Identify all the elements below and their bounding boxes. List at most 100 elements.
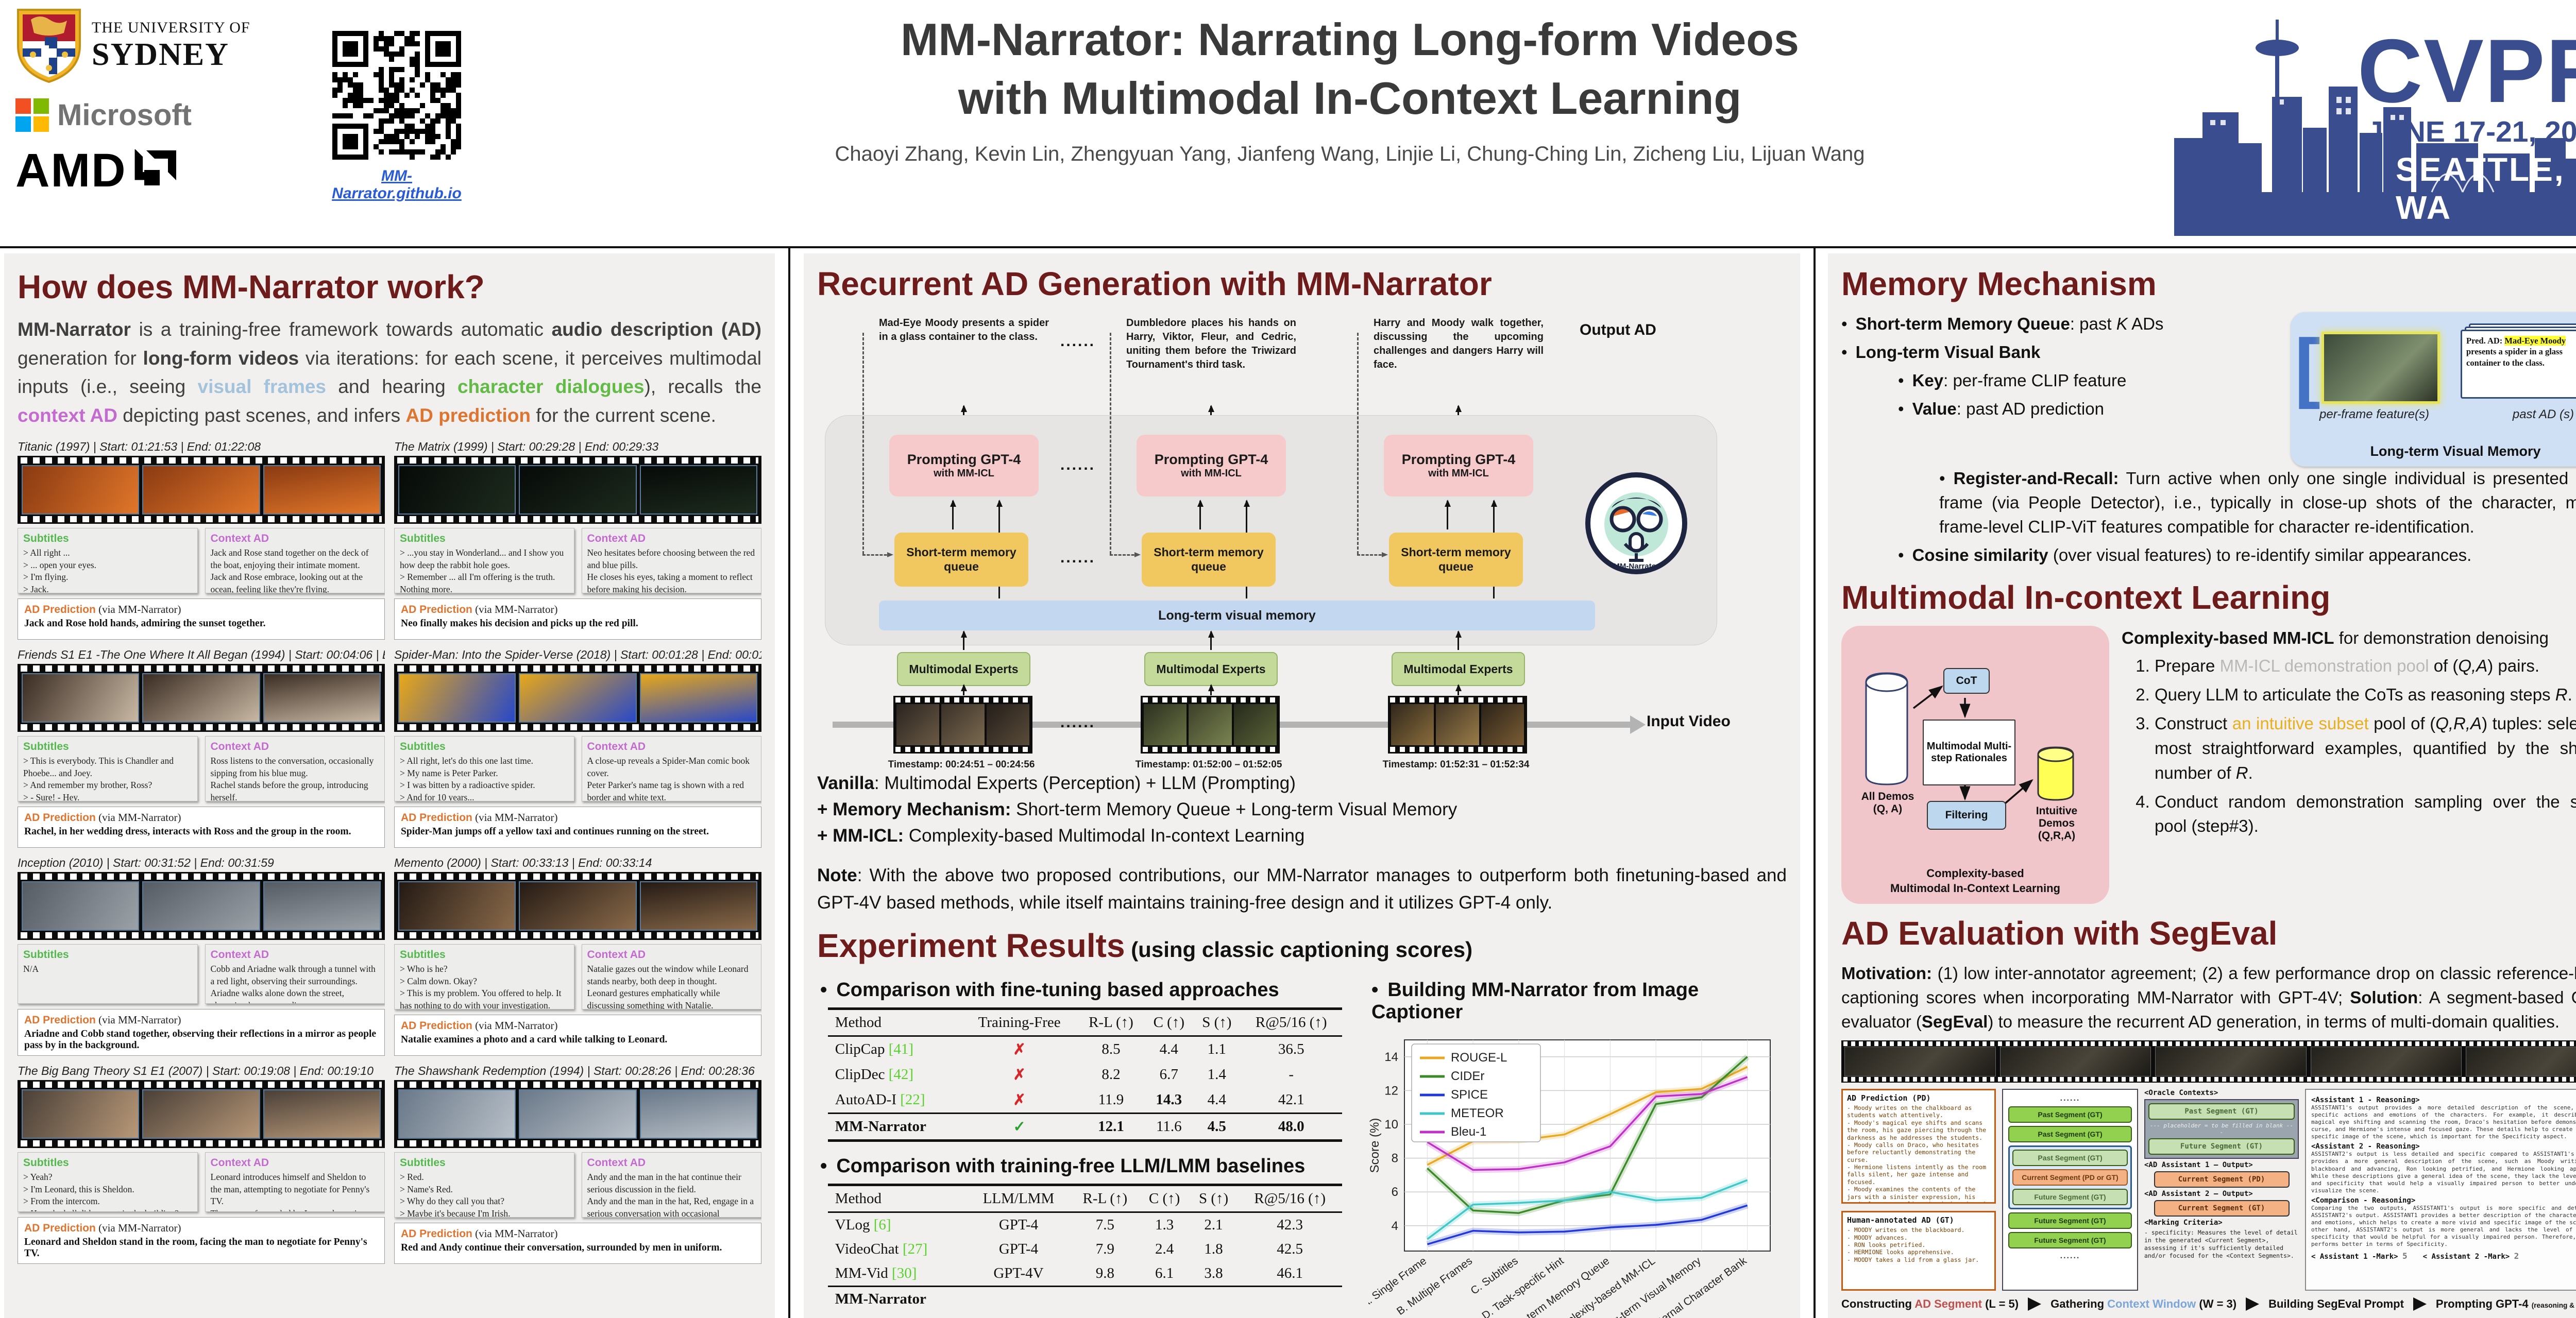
svg-text:SPICE: SPICE bbox=[1451, 1088, 1488, 1102]
svg-text:Bleu-1: Bleu-1 bbox=[1451, 1125, 1486, 1139]
ad-prediction-box: AD Prediction (via MM-Narrator) Ariadne a… bbox=[18, 1009, 385, 1056]
segment-item: Future Segment (GT) bbox=[2008, 1232, 2132, 1249]
segment-item: Past Segment (GT) bbox=[2008, 1126, 2132, 1143]
section-micl: Multimodal In-context Learning CoT bbox=[1841, 578, 2576, 904]
segment-item: ...... bbox=[2060, 1094, 2080, 1103]
segment-stack: ...... Past Segment (GT) Past Segment (GT)… bbox=[2002, 1089, 2138, 1291]
recurrence-dashed-line bbox=[862, 333, 864, 554]
movie-example: Spider-Man: Into the Spider-Verse (2018)… bbox=[394, 648, 761, 848]
movie-title: Inception (2010) | Start: 00:31:52 | End… bbox=[18, 856, 274, 869]
subtitles-box: Subtitles > Who is he? > Calm down. Okay? >… bbox=[394, 944, 574, 1009]
column-divider-2 bbox=[1814, 248, 1816, 1318]
subtitles-box: Subtitles > Red. > Name's Red. > Why do the… bbox=[394, 1152, 574, 1218]
microsoft-icon bbox=[15, 98, 49, 132]
movie-example: The Big Bang Theory S1 E1 (2007) | Start… bbox=[18, 1064, 385, 1264]
microsoft-label: Microsoft bbox=[57, 98, 192, 132]
recurrence-dashed-line bbox=[1110, 333, 1111, 554]
ltvm-caption: Long-term Visual Memory bbox=[2370, 443, 2541, 459]
flow-arrow-icon bbox=[2413, 1297, 2427, 1311]
memory-bullet-key: Key: per-frame CLIP feature bbox=[1898, 369, 2280, 393]
table-header: Method bbox=[827, 1008, 961, 1037]
oracle-box: Past Segment (GT) --- placeholder = to b… bbox=[2144, 1099, 2299, 1159]
filmstrip bbox=[394, 456, 761, 524]
ad-prediction-box: AD Prediction (via MM-Narrator) Red and A… bbox=[394, 1223, 761, 1264]
assistant1-output-box: Current Segment (PD) bbox=[2154, 1171, 2290, 1188]
table-row: w/o MM-ICLGPT-410.34.93.847.1 bbox=[828, 1311, 1342, 1318]
context-ad-box: Context AD Ross listens to the conversati… bbox=[205, 736, 385, 801]
svg-text:6: 6 bbox=[1392, 1185, 1398, 1199]
multimodal-experts-box-1: Multimodal Experts bbox=[897, 652, 1030, 686]
recipe-line: + Memory Mechanism: Short-term Memory Qu… bbox=[817, 799, 1458, 819]
memory-bullet-value: Value: past AD prediction bbox=[1898, 397, 2280, 421]
recurrent-ad-diagram: Mad-Eye Moody presents a spider in a gla… bbox=[817, 312, 1787, 771]
memory-bullet-cosine: Cosine similarity (over visual features)… bbox=[1898, 543, 2576, 568]
left-section-heading: How does MM-Narrator work? bbox=[18, 268, 485, 305]
micl-step: Conduct random demonstration sampling ov… bbox=[2155, 790, 2576, 839]
arrow-icon bbox=[950, 500, 956, 529]
table-header: Training-Free bbox=[961, 1008, 1078, 1037]
results-bullet-3: Building MM-Narrator from Image Captione… bbox=[1371, 979, 1786, 1023]
finetuning-comparison-table: Method Training-Free R-L (↑) C (↑) S (↑) R@5/… bbox=[827, 1007, 1343, 1142]
ellipsis-dots: ...... bbox=[1060, 714, 1096, 731]
qr-code bbox=[332, 31, 461, 160]
poster-title: MM-Narrator: Narrating Long-form Videos … bbox=[901, 14, 1799, 124]
note-paragraph: Note: With the above two proposed contri… bbox=[817, 865, 1787, 913]
project-link[interactable]: MM-Narrator.github.io bbox=[332, 167, 462, 202]
svg-text:D. Task-specific Hint: D. Task-specific Hint bbox=[1480, 1255, 1566, 1318]
short-term-memory-box-3: Short-term memory queue bbox=[1389, 533, 1523, 587]
affiliation-logos: THE UNIVERSITY OF SYDNEY Microsoft AMD bbox=[15, 7, 304, 198]
human-annotated-box: Human-annotated AD (GT) - MOODY writes o… bbox=[1841, 1211, 1996, 1291]
recipe-line: Vanilla: Multimodal Experts (Perception)… bbox=[817, 773, 1296, 793]
assistant1-output-title: <AD Assistant 1 – Output> bbox=[2144, 1161, 2253, 1170]
segment-item: Past Segment (GT) bbox=[2012, 1150, 2128, 1167]
mm-narrator-logo: MM-Narrator bbox=[1585, 472, 1688, 577]
svg-text:10: 10 bbox=[1384, 1118, 1398, 1132]
movie-example: The Matrix (1999) | Start: 00:29:28 | En… bbox=[394, 440, 761, 640]
micl-intro: Complexity-based MM-ICL for demonstratio… bbox=[2122, 628, 2549, 648]
ad-prediction-box: AD Prediction (via MM-Narrator) Natalie e… bbox=[394, 1015, 761, 1056]
sydney-logo: THE UNIVERSITY OF SYDNEY bbox=[15, 7, 304, 84]
results-tables: Comparison with fine-tuning based approa… bbox=[817, 974, 1353, 1318]
movie-title: Friends S1 E1 -The One Where It All Bega… bbox=[18, 648, 385, 661]
table-header: S (↑) bbox=[1193, 1008, 1241, 1037]
results-heading: Experiment Results (using classic captio… bbox=[817, 927, 1473, 965]
all-demos-label: All Demos (Q, A) bbox=[1861, 791, 1914, 815]
recurrence-dashed-arrow bbox=[1110, 552, 1141, 557]
recurrence-dashed-line bbox=[1357, 333, 1359, 554]
arrow-icon bbox=[960, 684, 967, 695]
rationales-box: Multimodal Multi-step Rationales bbox=[1923, 720, 2015, 786]
segeval-diagram: AD Prediction (PD) - Moody writes on the… bbox=[1841, 1089, 2576, 1291]
cvpr-logo: CVPR JUNE 17-21, 2024 SEATTLE, WA bbox=[2174, 9, 2576, 236]
cvpr-city: SEATTLE, WA bbox=[2396, 151, 2565, 226]
column-divider-1 bbox=[788, 248, 790, 1318]
table-header: R@5/16 (↑) bbox=[1238, 1185, 1343, 1213]
bracket-left-icon: [ bbox=[2295, 323, 2320, 409]
usyd-line1: THE UNIVERSITY OF bbox=[92, 19, 250, 36]
movie-example: Titanic (1997) | Start: 01:21:53 | End: … bbox=[18, 440, 385, 640]
filmstrip bbox=[18, 456, 385, 524]
arrow-icon bbox=[960, 630, 967, 650]
context-window: Past Segment (GT) Current Segment (PD or … bbox=[2008, 1145, 2132, 1210]
table-header: LLM/LMM bbox=[966, 1185, 1071, 1213]
ad-prediction-box: AD Prediction (via MM-Narrator) Spider-Ma… bbox=[394, 807, 761, 848]
section-how-it-works: How does MM-Narrator work? MM-Narrator i… bbox=[4, 253, 775, 1318]
context-ad-box: Context AD Leonard introduces himself and… bbox=[205, 1152, 385, 1212]
movie-title: Spider-Man: Into the Spider-Verse (2018)… bbox=[394, 648, 761, 661]
context-ad-box: Context AD Natalie gazes out the window w… bbox=[581, 944, 761, 1009]
filmstrip bbox=[18, 664, 385, 732]
subtitles-box: Subtitles > All right ... > ... open your … bbox=[18, 528, 198, 593]
filmstrip bbox=[394, 1080, 761, 1148]
arrow-icon bbox=[1208, 684, 1214, 695]
table-row: MM-Vid [30] GPT-4V 9.8 6.1 3.8 46.1 bbox=[835, 1265, 1303, 1282]
marking-criteria-text: - specificity: Measures the level of det… bbox=[2144, 1229, 2298, 1259]
memory-bullet-ltb: Long-term Visual Bank bbox=[1841, 340, 2280, 365]
arrow-icon bbox=[1455, 630, 1462, 650]
filmstrip bbox=[18, 872, 385, 940]
movie-title: The Shawshank Redemption (1994) | Start:… bbox=[394, 1064, 755, 1077]
micl-caption: Complexity-based Multimodal In-Context Le… bbox=[1890, 867, 2060, 895]
method-recipe: Vanilla: Multimodal Experts (Perception)… bbox=[817, 771, 1787, 849]
subtitles-box: Subtitles > All right, let's do this one … bbox=[394, 736, 574, 801]
segment-item: Future Segment (GT) bbox=[2012, 1189, 2128, 1206]
svg-text:12: 12 bbox=[1384, 1084, 1398, 1098]
